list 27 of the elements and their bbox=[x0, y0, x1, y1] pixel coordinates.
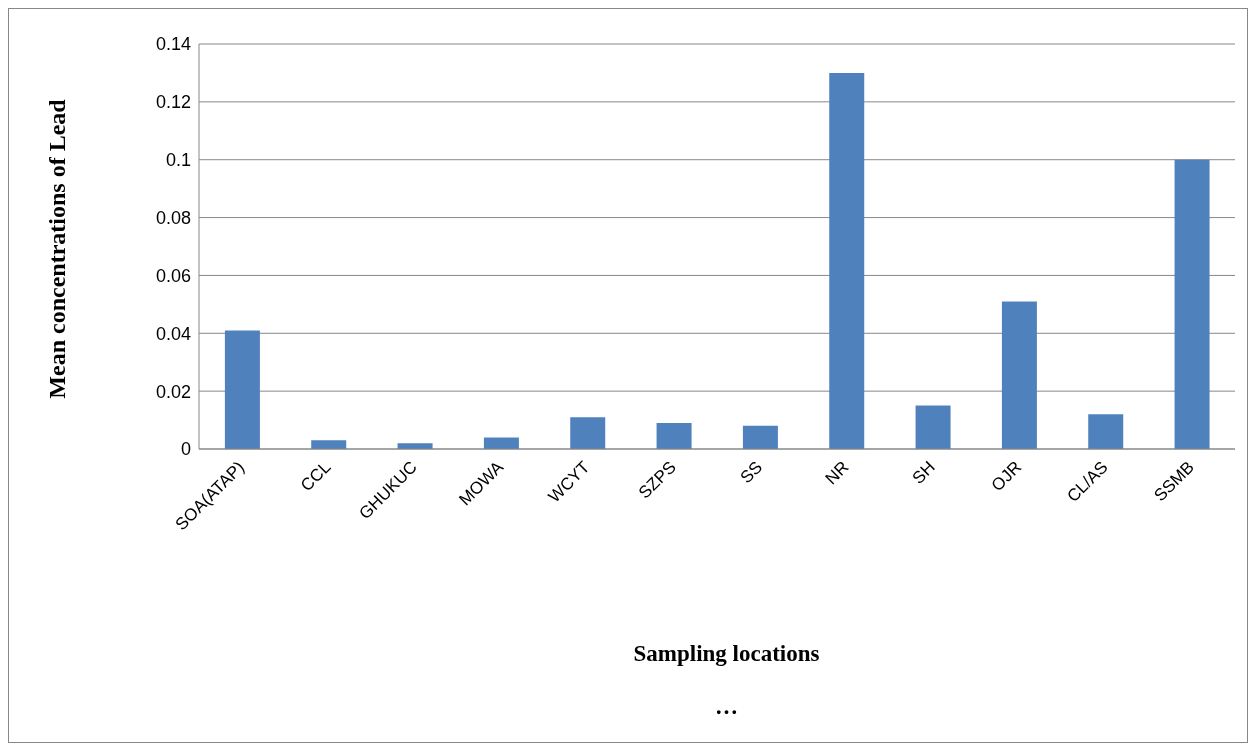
x-axis-title: Sampling locations bbox=[632, 641, 821, 667]
x-tick-label: SH bbox=[908, 457, 939, 488]
x-tick-label: SS bbox=[736, 457, 767, 488]
y-axis-title: Mean concentrations of Lead bbox=[43, 99, 71, 399]
x-tick-label: CCL bbox=[297, 457, 335, 496]
y-tick-label: 0.08 bbox=[155, 207, 191, 228]
bar bbox=[311, 440, 347, 449]
y-tick-label: 0.14 bbox=[155, 34, 191, 55]
bar bbox=[570, 417, 606, 449]
bar bbox=[656, 422, 692, 449]
x-tick-label: OJR bbox=[987, 457, 1026, 496]
y-tick-label: 0.06 bbox=[155, 265, 191, 286]
bar bbox=[1174, 159, 1210, 449]
bar bbox=[224, 330, 260, 449]
bar bbox=[742, 425, 778, 449]
bar bbox=[829, 72, 865, 449]
bar bbox=[915, 405, 951, 449]
bar bbox=[1088, 414, 1124, 449]
x-tick-label: NR bbox=[821, 457, 853, 489]
y-tick-label: 0 bbox=[180, 439, 191, 460]
y-tick-label: 0.12 bbox=[155, 92, 191, 113]
text: … bbox=[714, 694, 739, 720]
bar bbox=[483, 437, 519, 449]
y-tick-label: 0.04 bbox=[155, 323, 191, 344]
y-tick-label: 0.02 bbox=[155, 381, 191, 402]
bar bbox=[1001, 301, 1037, 449]
y-tick-label: 0.1 bbox=[165, 150, 191, 171]
